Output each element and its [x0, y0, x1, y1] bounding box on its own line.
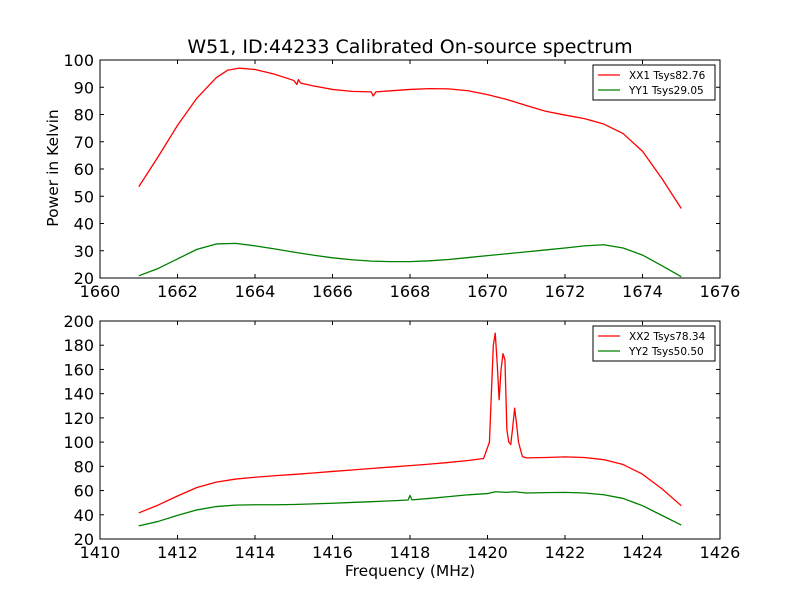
y-tick-label: 200	[63, 312, 94, 331]
y-axis-label: Power in Kelvin	[44, 109, 62, 226]
plot-panel-1: 1660 1662 1664 1666 1668 1670 1672 1674 1676 20 30…	[63, 51, 740, 301]
y-tick-label: 40	[74, 506, 94, 525]
legend-entry: XX2 Tsys78.34	[629, 331, 706, 343]
legend-box	[592, 64, 716, 101]
legend-2: XX2 Tsys78.34 YY2 Tsys50.50	[592, 325, 716, 362]
series-line-1-2	[138, 242, 682, 278]
x-tick-label: 1426	[700, 543, 741, 562]
y-tick-label: 140	[63, 385, 94, 404]
x-tick-label: 1662	[157, 282, 198, 301]
x-tick-label: 1676	[700, 282, 741, 301]
x-tick-label: 1674	[622, 282, 663, 301]
y-tick-label: 90	[74, 78, 94, 97]
x-tick-label: 1666	[312, 282, 353, 301]
x-tick-label: 1414	[235, 543, 276, 562]
y-tick-label: 30	[74, 242, 94, 261]
x-tick-label: 1412	[157, 543, 198, 562]
y-tick-label: 80	[74, 457, 94, 476]
y-tick-label: 70	[74, 133, 94, 152]
series-line-2-2	[138, 491, 682, 527]
x-tick-label: 1418	[390, 543, 431, 562]
y-tick-label: 60	[74, 160, 94, 179]
x-tick-label: 1664	[235, 282, 276, 301]
x-tick-label: 1424	[622, 543, 663, 562]
y-tick-label: 180	[63, 336, 94, 355]
x-tick-label: 1672	[545, 282, 586, 301]
series-line-1-1	[138, 67, 682, 209]
y-tick-label: 120	[63, 409, 94, 428]
legend-box	[592, 325, 716, 362]
y-tick-label: 100	[63, 51, 94, 70]
y-tick-label: 160	[63, 360, 94, 379]
x-tick-label: 1660	[80, 282, 121, 301]
x-tick-label: 1668	[390, 282, 431, 301]
y-tick-label: 20	[74, 269, 94, 288]
plot-panel-2: 1410 1412 1414 1416 1418 1420 1422 1424 1426 20 40…	[63, 312, 740, 562]
chart-title: W51, ID:44233 Calibrated On-source spect…	[187, 36, 632, 58]
x-axis-label: Frequency (MHz)	[345, 562, 475, 580]
y-tick-label: 50	[74, 187, 94, 206]
legend-entry: YY1 Tsys29.05	[628, 85, 704, 97]
x-tick-label: 1670	[467, 282, 508, 301]
y-tick-label: 100	[63, 433, 94, 452]
y-tick-label: 60	[74, 482, 94, 501]
legend-entry: XX1 Tsys82.76	[629, 70, 706, 82]
series-line-2-1	[138, 332, 682, 514]
x-tick-label: 1410	[80, 543, 121, 562]
x-tick-label: 1420	[467, 543, 508, 562]
y-tick-label: 80	[74, 106, 94, 125]
plot-panels: 1660 1662 1664 1666 1668 1670 1672 1674 1676 20 30…	[63, 51, 740, 562]
x-tick-label: 1416	[312, 543, 353, 562]
y-tick-label: 40	[74, 215, 94, 234]
x-tick-label: 1422	[545, 543, 586, 562]
y-tick-label: 20	[74, 530, 94, 549]
legend-entry: YY2 Tsys50.50	[628, 346, 704, 358]
legend-1: XX1 Tsys82.76 YY1 Tsys29.05	[592, 64, 716, 101]
